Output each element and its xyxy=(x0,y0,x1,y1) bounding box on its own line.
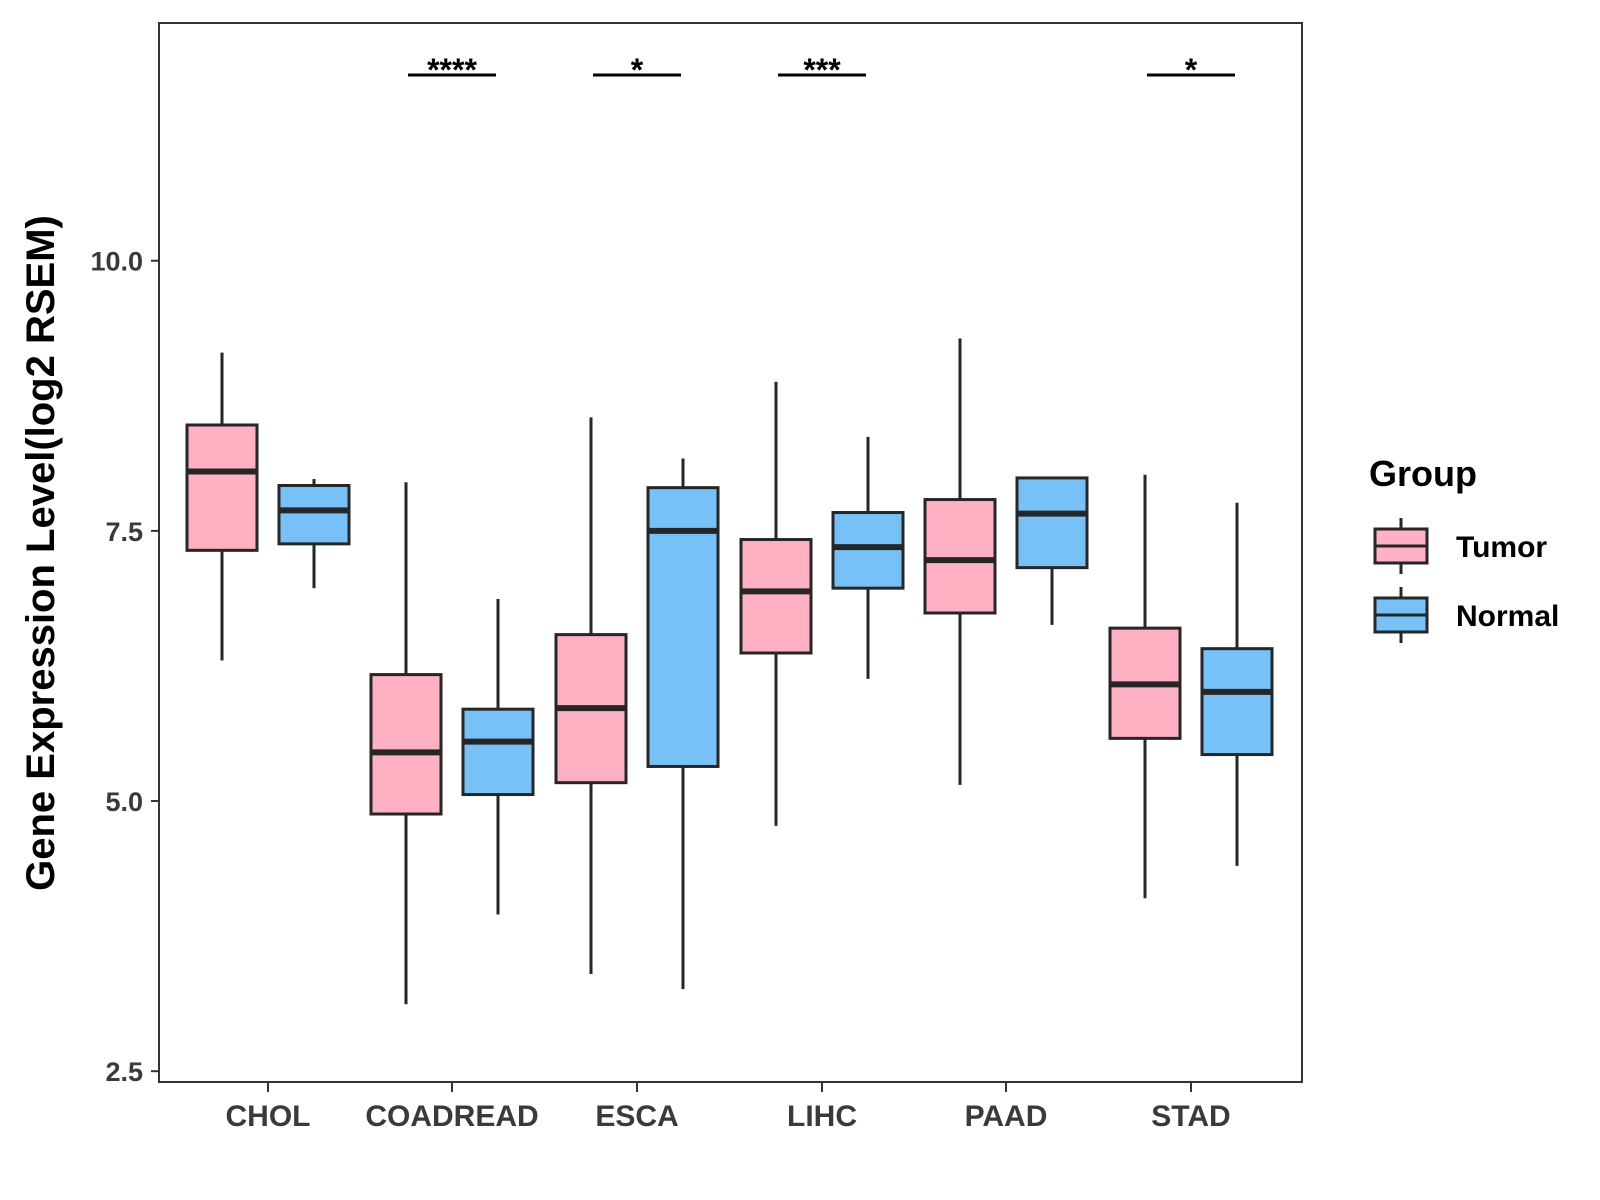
panel-border xyxy=(158,22,1303,1083)
box-tumor-stad xyxy=(1108,474,1182,899)
y-tick-label: 2.5 xyxy=(105,1057,143,1087)
axes: 2.5 5.0 7.5 10.0 CHOL COADREAD ESCA LIHC PAAD STA… xyxy=(19,22,1303,1133)
significance-label: * xyxy=(1185,52,1198,88)
x-tick-label: COADREAD xyxy=(365,1100,538,1133)
iqr-box xyxy=(739,538,813,655)
legend-title: Group xyxy=(1369,453,1477,494)
box-tumor-chol xyxy=(185,352,259,661)
legend-label-normal: Normal xyxy=(1456,600,1559,633)
box-normal-paad xyxy=(1015,476,1089,625)
iqr-box xyxy=(1015,476,1089,570)
significance-label: *** xyxy=(803,52,841,88)
legend-key-tumor xyxy=(1373,518,1429,574)
box-normal-lihc xyxy=(831,436,905,679)
box-tumor-coadread xyxy=(369,482,443,1005)
box-tumor-esca xyxy=(554,417,628,974)
x-tick-label: PAAD xyxy=(965,1100,1048,1133)
x-tick-label: CHOL xyxy=(226,1100,311,1133)
box-tumor-paad xyxy=(923,338,997,785)
y-tick-label: 5.0 xyxy=(105,787,143,817)
significance-label: **** xyxy=(427,52,477,88)
iqr-box xyxy=(185,423,259,552)
legend-key-normal xyxy=(1373,587,1429,643)
plot-area: **** * *** * xyxy=(185,52,1274,1005)
box-normal-esca xyxy=(646,458,720,990)
x-tick-label: LIHC xyxy=(787,1100,857,1133)
iqr-box xyxy=(461,707,535,797)
iqr-box xyxy=(1200,647,1274,757)
iqr-box xyxy=(923,498,997,615)
iqr-box xyxy=(831,511,905,590)
x-tick-label: ESCA xyxy=(595,1100,678,1133)
box-normal-coadread xyxy=(461,598,535,915)
legend: Group Tumor Normal xyxy=(1369,453,1559,643)
iqr-box xyxy=(369,673,443,816)
y-tick-label: 10.0 xyxy=(90,247,143,277)
box-normal-stad xyxy=(1200,502,1274,866)
iqr-box xyxy=(277,484,351,546)
iqr-box xyxy=(646,486,720,768)
y-tick-label: 7.5 xyxy=(105,517,143,547)
legend-label-tumor: Tumor xyxy=(1456,531,1547,564)
y-axis-title: Gene Expression Level(log2 RSEM) xyxy=(19,215,63,891)
box-normal-chol xyxy=(277,479,351,589)
significance-label: * xyxy=(631,52,644,88)
box-tumor-lihc xyxy=(739,381,813,826)
x-tick-label: STAD xyxy=(1151,1100,1230,1133)
